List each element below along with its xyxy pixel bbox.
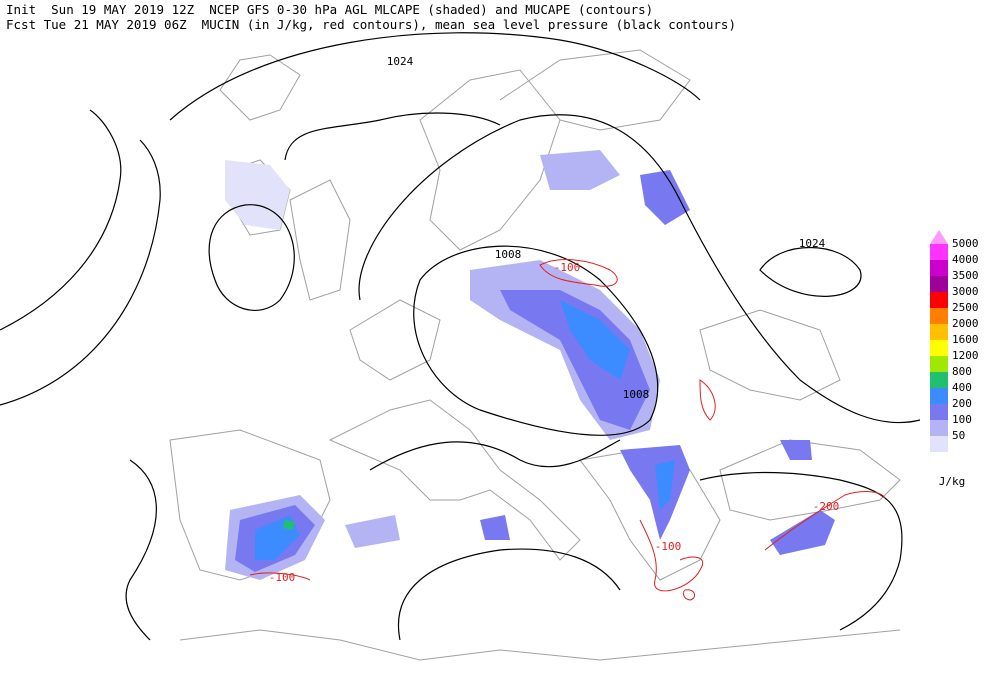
legend-swatch [930,244,948,260]
legend-label: 4000 [952,253,979,266]
legend-swatch [930,260,948,276]
legend-top [930,230,948,244]
legend-label: 400 [952,381,972,394]
legend-swatch [930,404,948,420]
legend-label: 1200 [952,349,979,362]
legend-unit: J/kg [939,475,966,488]
cin-contours [249,259,886,601]
contour-label: -100 [655,540,682,553]
legend-label: 50 [952,429,965,442]
legend-label: 3500 [952,269,979,282]
legend-label: 100 [952,413,972,426]
contour-label: -200 [813,500,840,513]
legend-label: 800 [952,365,972,378]
isobars [0,32,921,641]
legend-swatch [930,308,948,324]
contour-label: 1008 [495,248,522,261]
contour-label: -100 [554,261,581,274]
legend-label: 2500 [952,301,979,314]
contour-label: -100 [269,571,296,584]
legend-label: 5000 [952,237,979,250]
legend-swatch [930,292,948,308]
header-line: Init Sun 19 MAY 2019 12Z NCEP GFS 0-30 h… [6,2,654,17]
legend-swatch [930,276,948,292]
legend-label: 1600 [952,333,979,346]
legend-swatch [930,372,948,388]
legend: J/kg 5000 4000 3500 3000 2500 2000 1600 1200 800… [930,230,979,488]
legend-swatch [930,436,948,452]
legend-swatch [930,388,948,404]
legend-label: 2000 [952,317,979,330]
legend-label: 200 [952,397,972,410]
contour-label: 1024 [387,55,414,68]
header-line: Fcst Tue 21 MAY 2019 06Z MUCIN (in J/kg,… [6,17,736,32]
cape-shading [225,150,835,580]
legend-swatch [930,420,948,436]
legend-swatch [930,356,948,372]
legend-swatch [930,340,948,356]
legend-swatch [930,324,948,340]
contour-labels: 1024 1024 1008 1008 -100 -100 -100 -200 [269,55,840,584]
contour-label: 1024 [799,237,826,250]
legend-label: 3000 [952,285,979,298]
contour-label: 1008 [623,388,650,401]
